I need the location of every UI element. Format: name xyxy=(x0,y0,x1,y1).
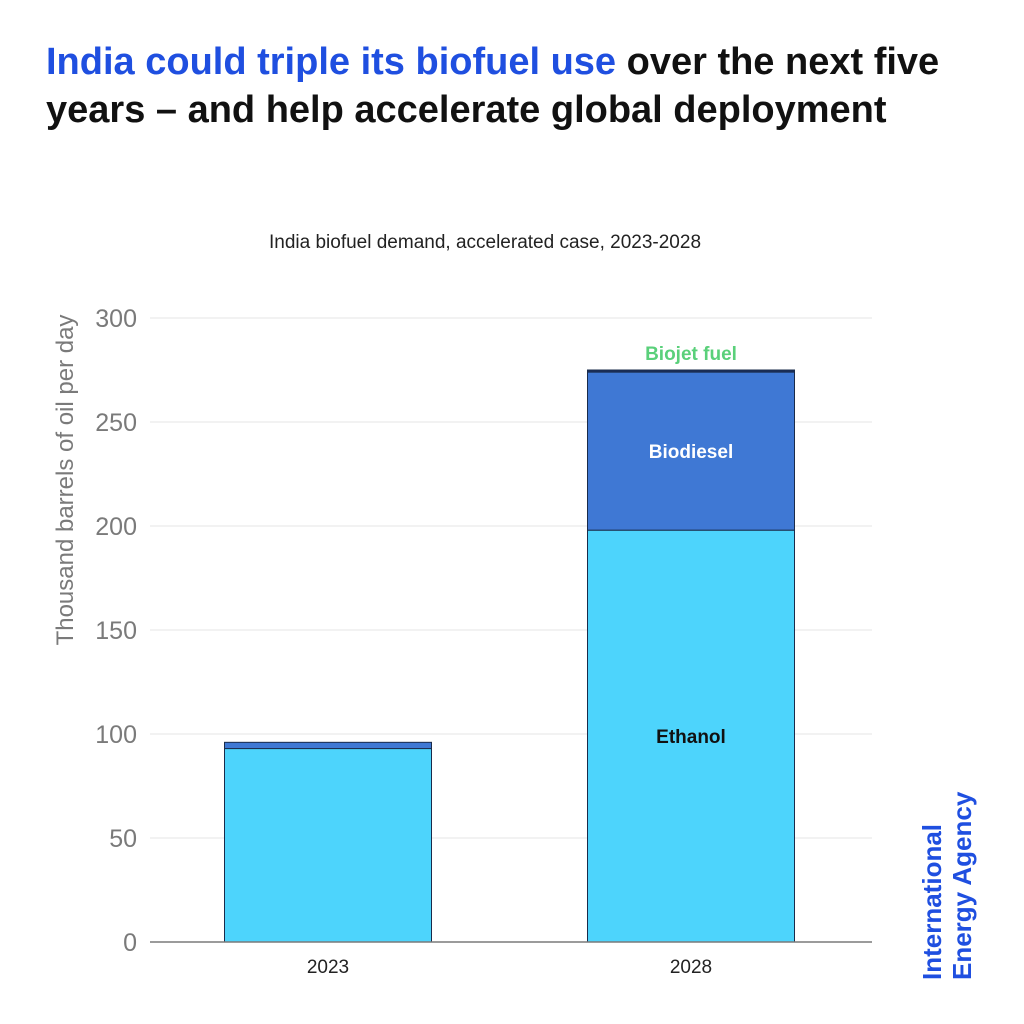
chart-title: India biofuel demand, accelerated case, … xyxy=(268,232,702,253)
series-label-ethanol: Ethanol xyxy=(656,727,726,748)
headline-rest: over the next five years – and help acce… xyxy=(46,41,940,131)
y-tick-label: 100 xyxy=(95,721,137,749)
series-label-biojet-fuel: Biojet fuel xyxy=(645,344,737,365)
bar-2028-ethanol xyxy=(587,529,795,943)
y-axis-title: Thousand barrels of oil per day xyxy=(52,315,79,646)
y-tick-label: 0 xyxy=(123,929,137,957)
iea-logo: International Energy Agency xyxy=(917,792,977,980)
bar-2028-biojet-fuel xyxy=(587,369,795,373)
logo-line-2: Energy Agency xyxy=(947,791,977,980)
x-tick-label: 2028 xyxy=(670,957,712,978)
headline-highlight: India could triple its biofuel use xyxy=(46,41,617,83)
y-tick-label: 200 xyxy=(95,513,137,541)
logo-line-1: International xyxy=(917,823,947,980)
bar-2028-biodiesel xyxy=(587,371,795,531)
bar-2023-biodiesel xyxy=(224,741,432,750)
y-tick-label: 300 xyxy=(95,305,137,333)
bar-2023-ethanol xyxy=(224,748,432,943)
headline: India could triple its biofuel use over … xyxy=(46,38,946,134)
y-tick-label: 250 xyxy=(95,409,137,437)
series-label-biodiesel: Biodiesel xyxy=(649,442,733,463)
y-tick-label: 50 xyxy=(109,825,137,853)
y-tick-label: 150 xyxy=(95,617,137,645)
x-tick-label: 2023 xyxy=(307,957,349,978)
